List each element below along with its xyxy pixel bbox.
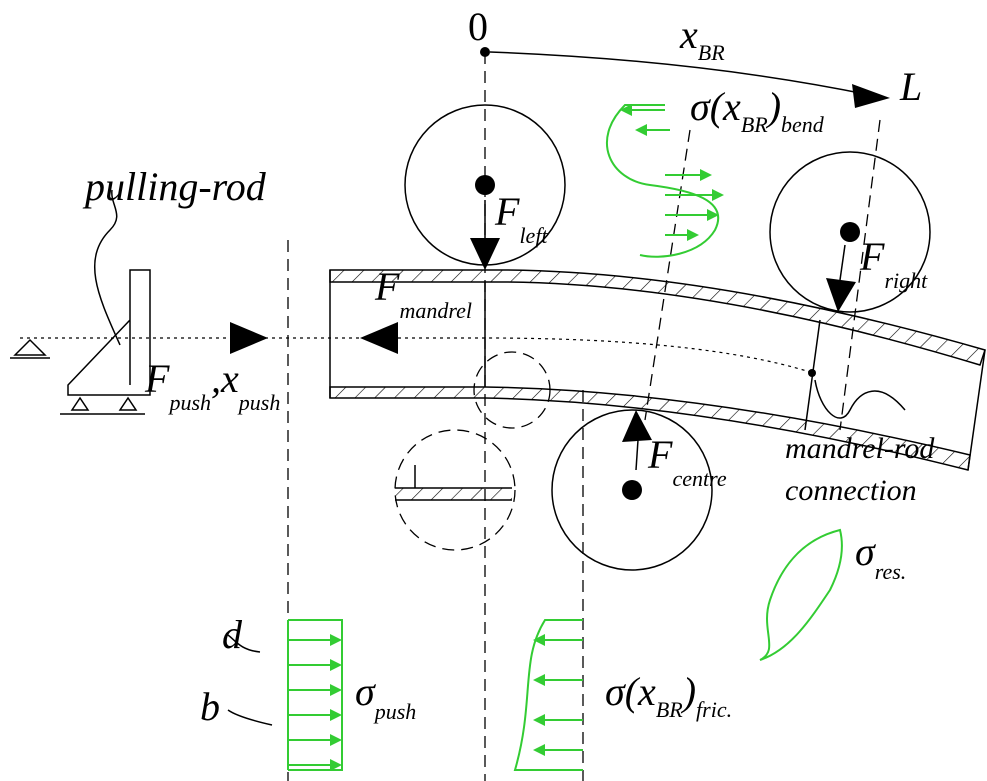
end-label: L (899, 64, 922, 109)
sigma-bend-label: σ(xBR)bend (690, 84, 825, 137)
x-br-label: xBR (679, 12, 725, 65)
stress-fric (515, 620, 583, 770)
f-left-label: Fleft (494, 189, 548, 248)
pulling-rod-label: pulling-rod (82, 164, 267, 209)
geometry (10, 47, 985, 781)
connection-label-1: mandrel-rod (785, 432, 935, 465)
origin-label: 0 (468, 4, 488, 49)
diagram: 0 L xBR σ(xBR)bend pulling-rod Fleft Fri… (0, 0, 987, 781)
f-centre-label: Fcentre (647, 432, 727, 491)
f-right-label: Fright (859, 234, 928, 293)
d-label: d (222, 612, 243, 657)
connection-label-2: connection (785, 474, 917, 507)
stress-push (288, 620, 342, 771)
f-push-label: Fpush,xpush (144, 356, 280, 415)
b-label: b (200, 684, 220, 729)
sigma-res-label: σres. (855, 529, 906, 584)
stress-res (760, 530, 842, 660)
sigma-push-label: σpush (355, 669, 416, 724)
sigma-fric-label: σ(xBR)fric. (605, 669, 732, 722)
